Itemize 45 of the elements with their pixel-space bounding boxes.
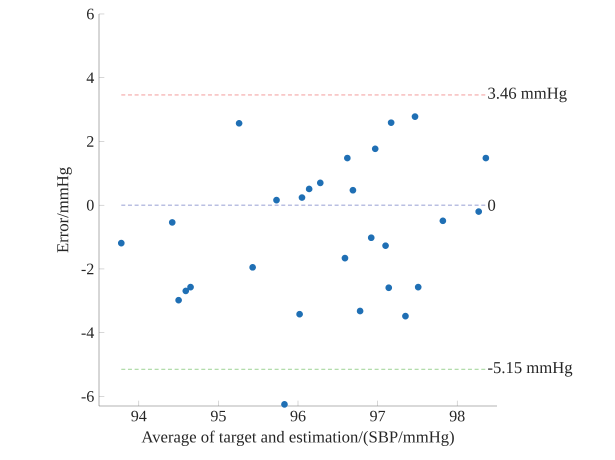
point: [249, 264, 256, 271]
point: [273, 196, 280, 204]
x-tick-label: 96: [290, 410, 306, 422]
y-tick-label: 0: [86, 200, 94, 211]
point: [482, 154, 490, 162]
point: [175, 296, 182, 304]
x-tick-label: 98: [450, 410, 465, 422]
point: [475, 208, 482, 215]
point: [187, 284, 194, 290]
point: [414, 284, 422, 290]
point: [236, 120, 242, 127]
point: [342, 254, 348, 262]
point: [372, 145, 379, 152]
point: [281, 401, 288, 408]
x-axis-title: Average of target and estimation/(SBP/mmHg): [142, 430, 454, 446]
y-tick-label: 6: [86, 8, 94, 20]
point: [298, 194, 306, 201]
ref-line-label: -5.15 mmHg: [488, 362, 572, 377]
point: [306, 186, 312, 192]
y-tick-label: -2: [82, 264, 94, 274]
point: [344, 154, 351, 162]
point: [350, 186, 356, 194]
point: [296, 310, 303, 318]
point: [356, 308, 364, 314]
y-tick-label: -6: [82, 391, 94, 402]
ref-line-label: 3.46 mmHg: [488, 88, 567, 102]
point: [168, 219, 176, 226]
point: [412, 113, 418, 120]
x-tick-label: 94: [131, 410, 147, 422]
x-tick-label: 95: [210, 410, 226, 422]
point: [118, 240, 125, 246]
ref-line-label: 0: [488, 200, 496, 211]
point: [368, 234, 375, 242]
point: [402, 312, 409, 320]
y-tick-label: 4: [86, 72, 94, 83]
point: [388, 119, 394, 126]
point: [440, 217, 446, 224]
point: [316, 180, 324, 186]
point: [385, 284, 392, 292]
y-axis-title: Error/mmHg: [57, 167, 72, 253]
point: [382, 242, 389, 250]
x-tick-label: 97: [370, 410, 386, 422]
y-tick-label: 2: [87, 136, 94, 147]
y-tick-label: -4: [82, 327, 94, 338]
point: [182, 288, 190, 294]
